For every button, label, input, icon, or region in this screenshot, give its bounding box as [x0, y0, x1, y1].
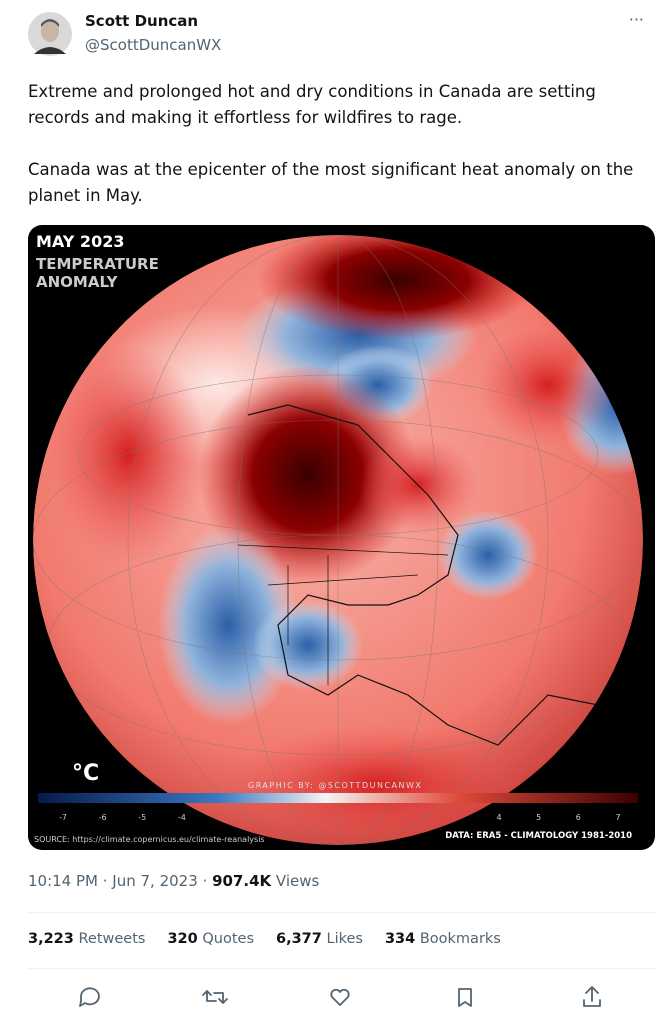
colorbar-tick-label: 4 — [497, 813, 502, 822]
globe-map: MAY 2023 TEMPERATURE ANOMALY °C GRAPHIC B… — [33, 232, 643, 845]
stat-count: 3,223 — [28, 931, 74, 947]
divider — [28, 912, 656, 913]
colorbar-tick-label: -6 — [99, 813, 107, 822]
stat[interactable]: 6,377 Likes — [276, 931, 363, 947]
stat[interactable]: 334 Bookmarks — [385, 931, 501, 947]
colorbar-tick-label: -5 — [138, 813, 146, 822]
timestamp: 10:14 PM · Jun 7, 2023 · 907.4K Views — [28, 872, 319, 890]
author-name[interactable]: Scott Duncan — [85, 12, 199, 30]
colorbar — [38, 793, 638, 803]
subtitle-line: TEMPERATURE — [36, 255, 159, 273]
graphic-credit: GRAPHIC BY: @SCOTTDUNCANWX — [248, 781, 422, 790]
tweet-text: Extreme and prolonged hot and dry condit… — [28, 82, 596, 127]
colorbar-tick-label: 7 — [615, 813, 620, 822]
stats-row: 3,223 Retweets 320 Quotes 6,377 Likes 334 B… — [28, 931, 501, 947]
subtitle-line: ANOMALY — [36, 273, 119, 291]
avatar[interactable] — [28, 12, 72, 56]
colorbar-tick-label: 6 — [576, 813, 581, 822]
map-title: MAY 2023 — [36, 232, 124, 251]
author-handle[interactable]: @ScottDuncanWX — [85, 36, 222, 54]
colorbar-tick-label: -4 — [178, 813, 186, 822]
stat-label: Retweets — [78, 931, 146, 947]
stat-label: Quotes — [202, 931, 254, 947]
tweet-image[interactable]: MAY 2023 TEMPERATURE ANOMALY °C GRAPHIC B… — [28, 225, 655, 850]
divider — [28, 968, 656, 969]
stat-label: Bookmarks — [419, 931, 501, 947]
stat-count: 6,377 — [276, 931, 322, 947]
time[interactable]: 10:14 PM · Jun 7, 2023 · — [28, 872, 213, 890]
reply-button[interactable] — [79, 987, 100, 1007]
more-menu[interactable]: ··· — [628, 10, 644, 29]
map-subtitle: TEMPERATURE ANOMALY — [36, 255, 159, 291]
views-count: 907.4K — [212, 872, 272, 890]
colorbar-tick-label: 5 — [536, 813, 541, 822]
unit-label: °C — [72, 761, 99, 786]
bookmark-button[interactable] — [458, 988, 472, 1007]
source-note: SOURCE: https://climate.copernicus.eu/cl… — [34, 835, 265, 844]
stat-count: 320 — [167, 931, 198, 947]
colorbar-tick-label: -7 — [59, 813, 67, 822]
share-button[interactable] — [583, 986, 601, 1007]
like-button[interactable] — [330, 988, 350, 1006]
retweet-button[interactable] — [202, 990, 228, 1004]
data-note: DATA: ERA5 - CLIMATOLOGY 1981-2010 — [445, 831, 632, 841]
stat-count: 334 — [384, 931, 416, 947]
stat[interactable]: 3,223 Retweets — [28, 931, 145, 947]
stat[interactable]: 320 Quotes — [167, 931, 254, 947]
stat-label: Likes — [326, 931, 363, 947]
action-bar — [79, 986, 601, 1007]
views-label: Views — [271, 872, 320, 890]
tweet-text: Canada was at the epicenter of the most … — [28, 160, 634, 205]
